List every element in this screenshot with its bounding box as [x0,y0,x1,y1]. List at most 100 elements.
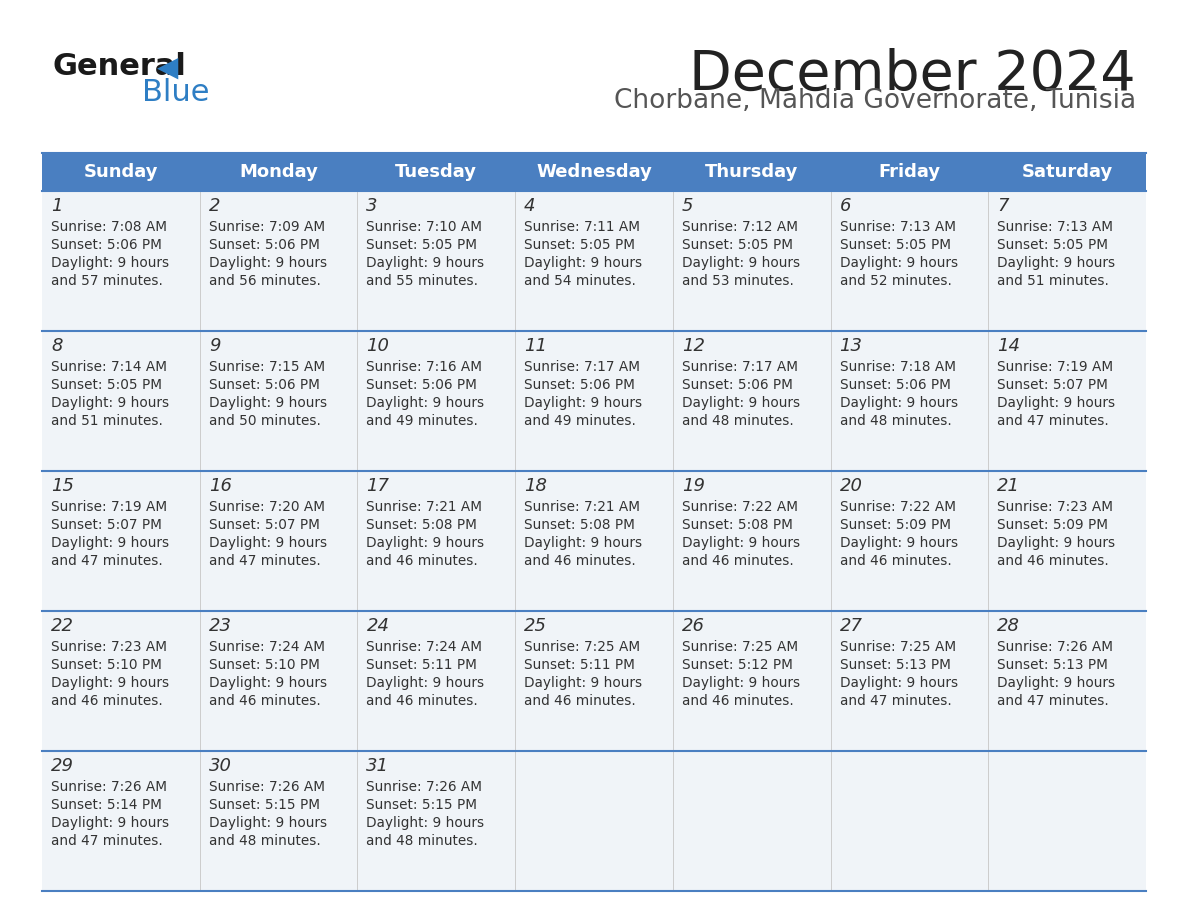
Bar [42,191,1146,331]
Text: 25: 25 [524,617,548,635]
Text: 16: 16 [209,477,232,495]
Text: Sunset: 5:06 PM: Sunset: 5:06 PM [682,378,792,392]
Text: 4: 4 [524,197,536,215]
Text: 21: 21 [997,477,1020,495]
Text: Blue: Blue [143,78,209,107]
Text: and 46 minutes.: and 46 minutes. [209,694,321,708]
Bar [42,331,1146,471]
Bar [42,471,1146,611]
Text: Sunset: 5:06 PM: Sunset: 5:06 PM [840,378,950,392]
Text: and 55 minutes.: and 55 minutes. [366,274,479,288]
Text: and 48 minutes.: and 48 minutes. [209,834,321,848]
Text: Sunrise: 7:26 AM: Sunrise: 7:26 AM [997,640,1113,654]
Text: Sunday: Sunday [83,163,158,181]
Text: Sunset: 5:08 PM: Sunset: 5:08 PM [682,518,792,532]
Text: 18: 18 [524,477,548,495]
Text: Daylight: 9 hours: Daylight: 9 hours [524,536,643,550]
Bar [42,611,1146,751]
Text: and 46 minutes.: and 46 minutes. [682,694,794,708]
Text: Sunrise: 7:23 AM: Sunrise: 7:23 AM [51,640,168,654]
Text: 2: 2 [209,197,220,215]
Text: Daylight: 9 hours: Daylight: 9 hours [840,676,958,690]
Text: 10: 10 [366,337,390,355]
Text: 17: 17 [366,477,390,495]
Text: 3: 3 [366,197,378,215]
Text: Sunset: 5:06 PM: Sunset: 5:06 PM [366,378,478,392]
Text: 12: 12 [682,337,704,355]
Text: 24: 24 [366,617,390,635]
Text: and 50 minutes.: and 50 minutes. [209,414,321,428]
Text: and 46 minutes.: and 46 minutes. [524,554,636,568]
Text: 6: 6 [840,197,851,215]
Text: Sunset: 5:13 PM: Sunset: 5:13 PM [840,658,950,672]
Text: and 48 minutes.: and 48 minutes. [682,414,794,428]
Text: Sunset: 5:05 PM: Sunset: 5:05 PM [997,238,1108,252]
Text: Sunset: 5:08 PM: Sunset: 5:08 PM [366,518,478,532]
Text: and 46 minutes.: and 46 minutes. [366,554,479,568]
Text: Sunrise: 7:17 AM: Sunrise: 7:17 AM [524,360,640,374]
Text: Sunrise: 7:11 AM: Sunrise: 7:11 AM [524,220,640,234]
Text: Daylight: 9 hours: Daylight: 9 hours [524,396,643,410]
Text: Thursday: Thursday [704,163,798,181]
Text: Daylight: 9 hours: Daylight: 9 hours [209,816,327,830]
Text: 23: 23 [209,617,232,635]
Text: and 46 minutes.: and 46 minutes. [840,554,952,568]
Text: Sunset: 5:11 PM: Sunset: 5:11 PM [366,658,478,672]
Text: Sunrise: 7:14 AM: Sunrise: 7:14 AM [51,360,168,374]
Text: Daylight: 9 hours: Daylight: 9 hours [209,676,327,690]
Text: Sunset: 5:09 PM: Sunset: 5:09 PM [840,518,950,532]
Text: Sunset: 5:09 PM: Sunset: 5:09 PM [997,518,1108,532]
Text: Daylight: 9 hours: Daylight: 9 hours [51,396,169,410]
Text: and 49 minutes.: and 49 minutes. [366,414,479,428]
Text: Sunset: 5:05 PM: Sunset: 5:05 PM [51,378,162,392]
Text: General: General [52,52,185,81]
Text: Sunrise: 7:25 AM: Sunrise: 7:25 AM [682,640,798,654]
Text: Daylight: 9 hours: Daylight: 9 hours [682,396,800,410]
Text: Sunrise: 7:09 AM: Sunrise: 7:09 AM [209,220,324,234]
Text: Sunrise: 7:20 AM: Sunrise: 7:20 AM [209,500,324,514]
Text: 13: 13 [840,337,862,355]
Text: and 46 minutes.: and 46 minutes. [682,554,794,568]
Text: and 46 minutes.: and 46 minutes. [524,694,636,708]
Text: Sunrise: 7:18 AM: Sunrise: 7:18 AM [840,360,955,374]
Text: 22: 22 [51,617,74,635]
Text: 8: 8 [51,337,63,355]
Text: Sunrise: 7:22 AM: Sunrise: 7:22 AM [840,500,955,514]
Text: Daylight: 9 hours: Daylight: 9 hours [840,536,958,550]
Text: Sunrise: 7:26 AM: Sunrise: 7:26 AM [209,780,324,794]
Text: Daylight: 9 hours: Daylight: 9 hours [682,256,800,270]
Text: 29: 29 [51,757,74,775]
Text: Daylight: 9 hours: Daylight: 9 hours [997,536,1116,550]
Text: Sunset: 5:08 PM: Sunset: 5:08 PM [524,518,636,532]
Text: ◀: ◀ [157,54,178,82]
Text: Daylight: 9 hours: Daylight: 9 hours [840,396,958,410]
Text: 9: 9 [209,337,220,355]
Text: Wednesday: Wednesday [536,163,652,181]
Text: Daylight: 9 hours: Daylight: 9 hours [682,536,800,550]
Text: Daylight: 9 hours: Daylight: 9 hours [524,256,643,270]
Text: 20: 20 [840,477,862,495]
Text: Sunrise: 7:12 AM: Sunrise: 7:12 AM [682,220,798,234]
Text: Sunset: 5:06 PM: Sunset: 5:06 PM [51,238,162,252]
Text: Daylight: 9 hours: Daylight: 9 hours [209,256,327,270]
Text: Chorbane, Mahdia Governorate, Tunisia: Chorbane, Mahdia Governorate, Tunisia [614,88,1136,114]
Text: Sunset: 5:13 PM: Sunset: 5:13 PM [997,658,1108,672]
Text: and 47 minutes.: and 47 minutes. [51,834,163,848]
Text: Sunrise: 7:22 AM: Sunrise: 7:22 AM [682,500,798,514]
Text: Sunrise: 7:19 AM: Sunrise: 7:19 AM [51,500,168,514]
Text: Sunset: 5:05 PM: Sunset: 5:05 PM [366,238,478,252]
Text: Daylight: 9 hours: Daylight: 9 hours [997,676,1116,690]
Bar [42,153,1146,191]
Text: Sunrise: 7:25 AM: Sunrise: 7:25 AM [524,640,640,654]
Text: Daylight: 9 hours: Daylight: 9 hours [51,676,169,690]
Text: Sunrise: 7:24 AM: Sunrise: 7:24 AM [209,640,324,654]
Text: and 47 minutes.: and 47 minutes. [51,554,163,568]
Text: Sunrise: 7:26 AM: Sunrise: 7:26 AM [51,780,168,794]
Text: and 49 minutes.: and 49 minutes. [524,414,636,428]
Text: Sunset: 5:07 PM: Sunset: 5:07 PM [51,518,162,532]
Text: Sunrise: 7:15 AM: Sunrise: 7:15 AM [209,360,324,374]
Text: Friday: Friday [878,163,941,181]
Text: Daylight: 9 hours: Daylight: 9 hours [366,676,485,690]
Text: Daylight: 9 hours: Daylight: 9 hours [209,396,327,410]
Text: Daylight: 9 hours: Daylight: 9 hours [997,396,1116,410]
